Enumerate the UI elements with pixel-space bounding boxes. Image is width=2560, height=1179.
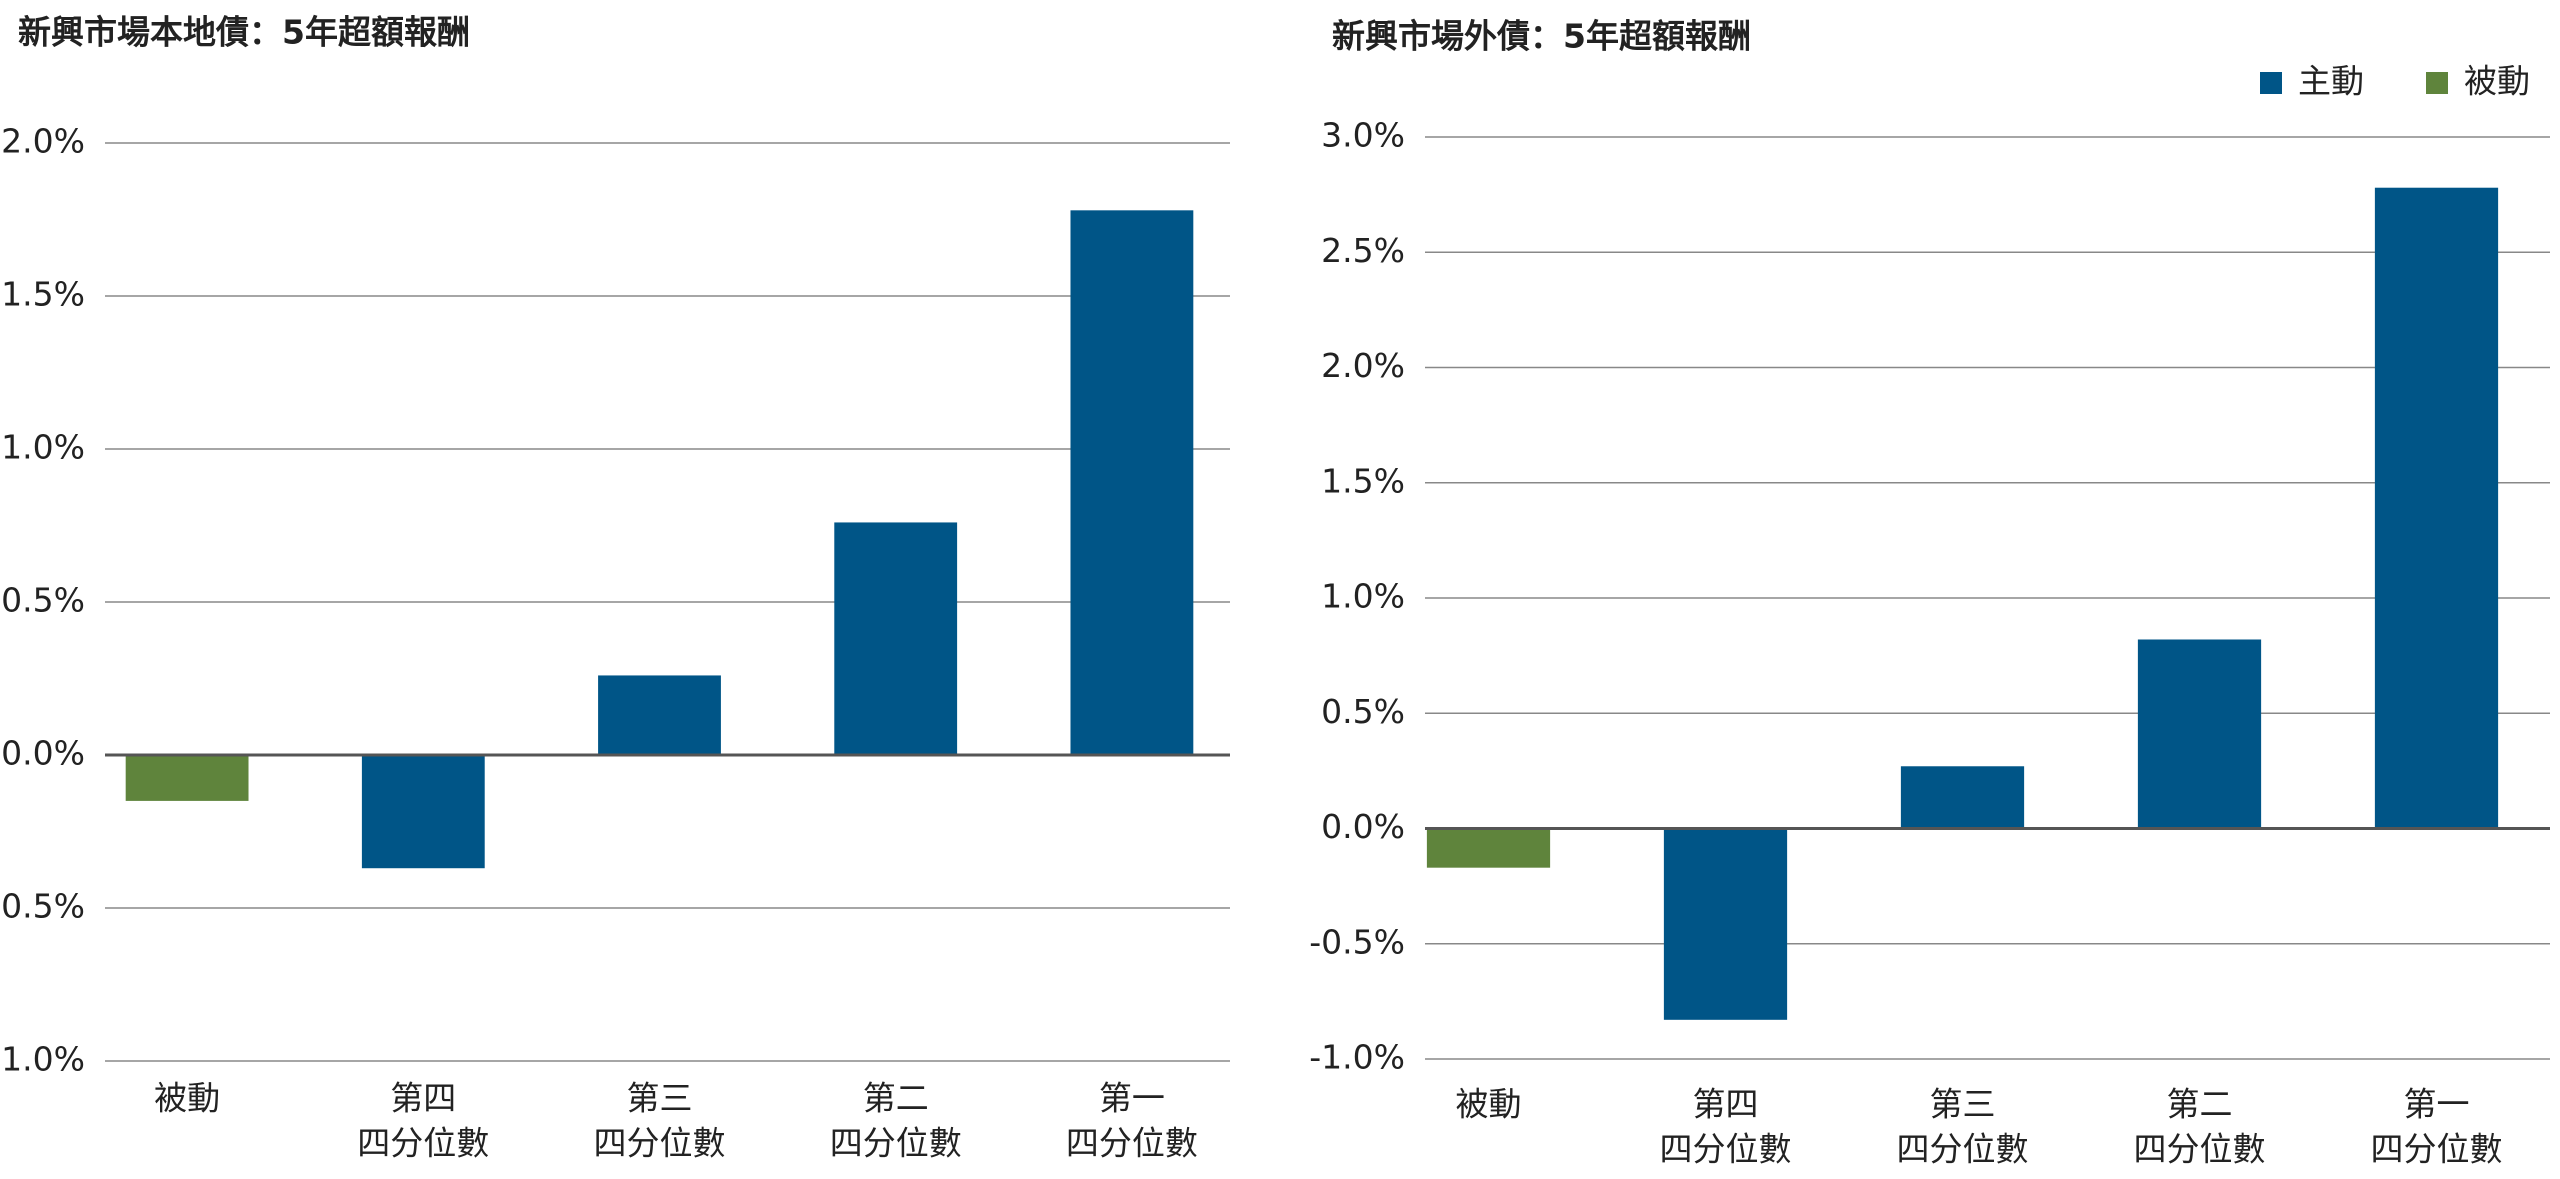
- y-tick-label: 1.0%: [1321, 577, 1405, 616]
- y-tick-label: 0.0%: [1, 734, 85, 773]
- bar: [1900, 766, 2025, 829]
- x-tick-label: 被動: [154, 1079, 220, 1118]
- y-tick-label: 0.5%: [1, 581, 85, 620]
- chart-title: 新興市場外債：5年超額報酬: [1332, 17, 1751, 56]
- x-tick-label: 第四: [1693, 1085, 1759, 1124]
- x-tick-label: 四分位數: [1660, 1130, 1792, 1169]
- x-tick-label: 四分位數: [594, 1124, 726, 1163]
- x-tick-label: 四分位數: [830, 1124, 962, 1163]
- chart-title: 新興市場本地債：5年超額報酬: [18, 13, 470, 52]
- bar: [1663, 828, 1788, 1020]
- legend-label: 主動: [2298, 62, 2364, 101]
- y-tick-label: 2.0%: [1321, 346, 1405, 385]
- bar: [598, 675, 721, 755]
- x-tick-label: 第一: [1099, 1079, 1165, 1118]
- bar: [1070, 210, 1194, 755]
- y-tick-label: 1.5%: [1321, 461, 1405, 500]
- y-tick-label: 1.0%: [1, 428, 85, 467]
- x-tick-label: 第四: [390, 1079, 456, 1118]
- chart: 新興市場本地債：5年超額報酬 -1.0% -0.5% 0.0% 0.5% 1.0% 1.5%…: [0, 13, 1230, 1163]
- bar: [1426, 828, 1551, 868]
- x-tick-label: 四分位數: [2371, 1130, 2503, 1169]
- legend-swatch: [2426, 72, 2448, 94]
- y-tick-label: -1.0%: [1309, 1038, 1405, 1077]
- y-tick-label: 2.5%: [1321, 231, 1405, 270]
- x-tick-label: 被動: [1456, 1085, 1522, 1124]
- y-tick-label: 1.5%: [1, 275, 85, 314]
- x-tick-label: 第二: [863, 1079, 929, 1118]
- x-tick-label: 第二: [2167, 1085, 2233, 1124]
- x-tick-label: 第一: [2404, 1085, 2470, 1124]
- y-tick-label: -0.5%: [0, 887, 85, 926]
- y-tick-label: 3.0%: [1321, 116, 1405, 155]
- bar: [2374, 187, 2499, 829]
- x-tick-label: 四分位數: [1897, 1130, 2029, 1169]
- legend-label: 被動: [2464, 62, 2530, 101]
- x-tick-label: 四分位數: [1066, 1124, 1198, 1163]
- x-tick-label: 第三: [1930, 1085, 1996, 1124]
- bar: [125, 755, 249, 801]
- y-tick-label: -1.0%: [0, 1040, 85, 1079]
- x-tick-label: 四分位數: [2134, 1130, 2266, 1169]
- bar: [2137, 639, 2262, 829]
- bar: [361, 755, 485, 869]
- y-tick-label: 0.5%: [1321, 692, 1405, 731]
- y-tick-label: -0.5%: [1309, 922, 1405, 961]
- y-tick-label: 2.0%: [1, 122, 85, 161]
- chart: 新興市場外債：5年超額報酬 -1.0% -0.5% 0.0% 0.5% 1.0% 1.5% 2…: [1309, 17, 2550, 1169]
- bar: [834, 522, 958, 755]
- legend-swatch: [2260, 72, 2282, 94]
- x-tick-label: 第三: [627, 1079, 693, 1118]
- y-tick-label: 0.0%: [1321, 807, 1405, 846]
- x-tick-label: 四分位數: [357, 1124, 489, 1163]
